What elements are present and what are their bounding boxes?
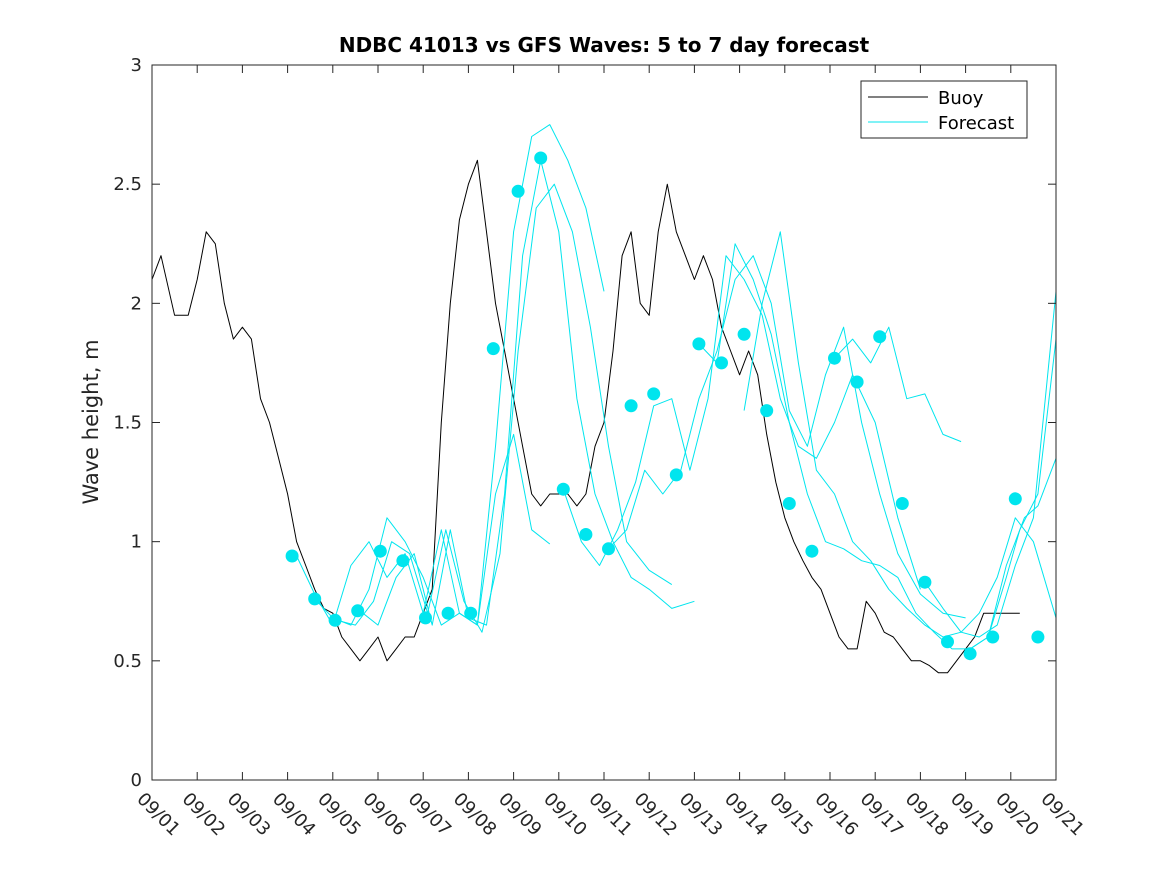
- forecast-marker: [1031, 630, 1045, 644]
- forecast-marker: [441, 606, 455, 620]
- forecast-series-line-4: [359, 159, 695, 626]
- y-tick-label: 2.5: [113, 174, 142, 195]
- chart-title: NDBC 41013 vs GFS Waves: 5 to 7 day fore…: [339, 33, 870, 57]
- forecast-series-line-3: [337, 183, 673, 633]
- forecast-series-line-7: [698, 243, 1057, 650]
- forecast-marker: [351, 604, 365, 618]
- forecast-marker: [918, 575, 932, 589]
- forecast-marker: [941, 635, 954, 649]
- forecast-marker: [828, 351, 841, 365]
- forecast-marker: [715, 356, 728, 370]
- forecast-marker: [511, 184, 525, 198]
- forecast-marker: [285, 549, 299, 563]
- forecast-series-line-2: [314, 124, 605, 626]
- forecast-marker: [624, 399, 638, 413]
- series-layer: [151, 124, 1057, 674]
- forecast-marker: [850, 375, 864, 389]
- legend: Buoy Forecast: [860, 80, 1028, 139]
- forecast-marker: [534, 151, 548, 165]
- forecast-series-line-8: [743, 231, 1057, 638]
- forecast-marker: [1008, 492, 1022, 506]
- y-tick-label: 3: [131, 55, 142, 76]
- forecast-marker: [328, 613, 342, 627]
- legend-box: [860, 80, 1028, 139]
- forecast-marker: [782, 497, 796, 510]
- forecast-marker: [556, 482, 570, 496]
- forecast-marker: [805, 544, 819, 558]
- forecast-series-line-11: [969, 339, 1057, 650]
- forecast-marker: [464, 606, 478, 620]
- forecast-marker: [760, 404, 774, 418]
- y-tick-label: 2: [131, 293, 142, 314]
- forecast-marker: [308, 592, 322, 606]
- marker-layer: [285, 151, 1045, 661]
- legend-forecast-label: Forecast: [938, 113, 1014, 134]
- forecast-marker: [579, 528, 593, 541]
- forecast-series-line-6: [608, 255, 966, 619]
- forecast-marker: [986, 630, 1000, 644]
- forecast-marker: [373, 544, 387, 558]
- forecast-marker: [895, 497, 909, 510]
- forecast-marker: [692, 337, 706, 351]
- forecast-marker: [737, 327, 751, 341]
- forecast-marker: [873, 330, 887, 344]
- y-axis-label: Wave height, m: [79, 339, 103, 504]
- forecast-marker: [419, 611, 432, 625]
- forecast-series-line-5: [562, 255, 921, 590]
- y-tick-label: 1.5: [113, 413, 142, 434]
- forecast-marker: [602, 542, 615, 556]
- forecast-marker: [396, 554, 410, 568]
- forecast-series-line-9: [834, 326, 962, 443]
- y-tick-label: 0.5: [113, 651, 142, 672]
- forecast-series-line-10: [924, 291, 1057, 638]
- legend-buoy-label: Buoy: [938, 88, 984, 109]
- y-tick-label: 1: [131, 532, 142, 553]
- y-tick-label: 0: [131, 770, 142, 791]
- forecast-marker: [963, 647, 977, 661]
- forecast-marker: [486, 342, 500, 356]
- forecast-marker: [669, 468, 683, 482]
- forecast-marker: [647, 387, 661, 401]
